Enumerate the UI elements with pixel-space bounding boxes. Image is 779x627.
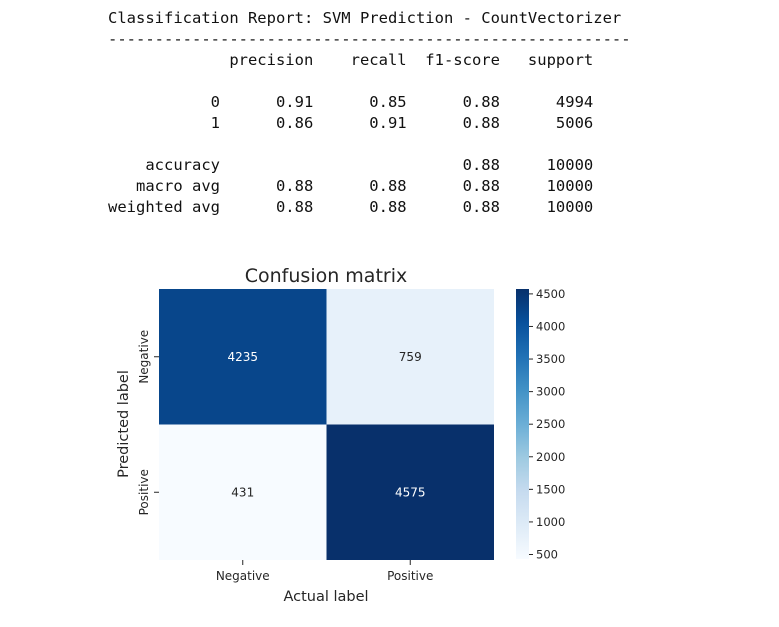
- report-separator: ----------------------------------------…: [108, 30, 631, 48]
- cell-value-label: 431: [231, 485, 254, 499]
- report-row-macro-avg: macro avg 0.88 0.88 0.88 10000: [108, 177, 594, 195]
- heatmap-cell: [326, 289, 494, 425]
- x-tick-label: Positive: [387, 569, 433, 583]
- heatmap-cell: [159, 289, 327, 425]
- y-axis-label: Predicted label: [116, 370, 132, 478]
- colorbar-tick-label: 1500: [536, 482, 565, 496]
- report-row-accuracy: accuracy 0.88 10000: [108, 156, 594, 174]
- classification-report: Classification Report: SVM Prediction - …: [108, 8, 631, 218]
- y-tick-label: Positive: [137, 469, 151, 515]
- colorbar-tick-label: 4000: [536, 319, 565, 333]
- x-tick-label: Negative: [216, 569, 270, 583]
- report-row-0: 0 0.91 0.85 0.88 4994: [108, 93, 594, 111]
- y-tick-labels: Negative Positive: [137, 330, 159, 515]
- report-title: Classification Report: SVM Prediction - …: [108, 9, 622, 27]
- heatmap-cell: [159, 424, 327, 560]
- report-row-1: 1 0.86 0.91 0.88 5006: [108, 114, 594, 132]
- colorbar-tick-label: 1000: [536, 515, 565, 529]
- y-tick-label: Negative: [137, 330, 151, 384]
- heatmap-cell: [326, 424, 494, 560]
- colorbar-tick-label: 3500: [536, 352, 565, 366]
- report-row-weighted-avg: weighted avg 0.88 0.88 0.88 10000: [108, 198, 594, 216]
- colorbar-tick-label: 3000: [536, 385, 565, 399]
- cell-value-label: 759: [399, 350, 422, 364]
- x-tick-labels: Negative Positive: [216, 560, 433, 583]
- chart-title: Confusion matrix: [245, 265, 407, 287]
- cell-value-label: 4575: [395, 485, 426, 499]
- colorbar-ticks: 500 1000 1500 2000 2500 3000 3500 4000 4500: [529, 287, 565, 562]
- colorbar: [516, 289, 529, 559]
- colorbar-tick-label: 500: [536, 548, 558, 562]
- colorbar-tick-label: 2500: [536, 417, 565, 431]
- colorbar-tick-label: 4500: [536, 287, 565, 301]
- heatmap-cells: 4235 759 431 4575: [159, 289, 494, 560]
- colorbar-tick-label: 2000: [536, 450, 565, 464]
- report-header: precision recall f1-score support: [108, 51, 594, 69]
- cell-value-label: 4235: [227, 350, 258, 364]
- x-axis-label: Actual label: [283, 589, 368, 605]
